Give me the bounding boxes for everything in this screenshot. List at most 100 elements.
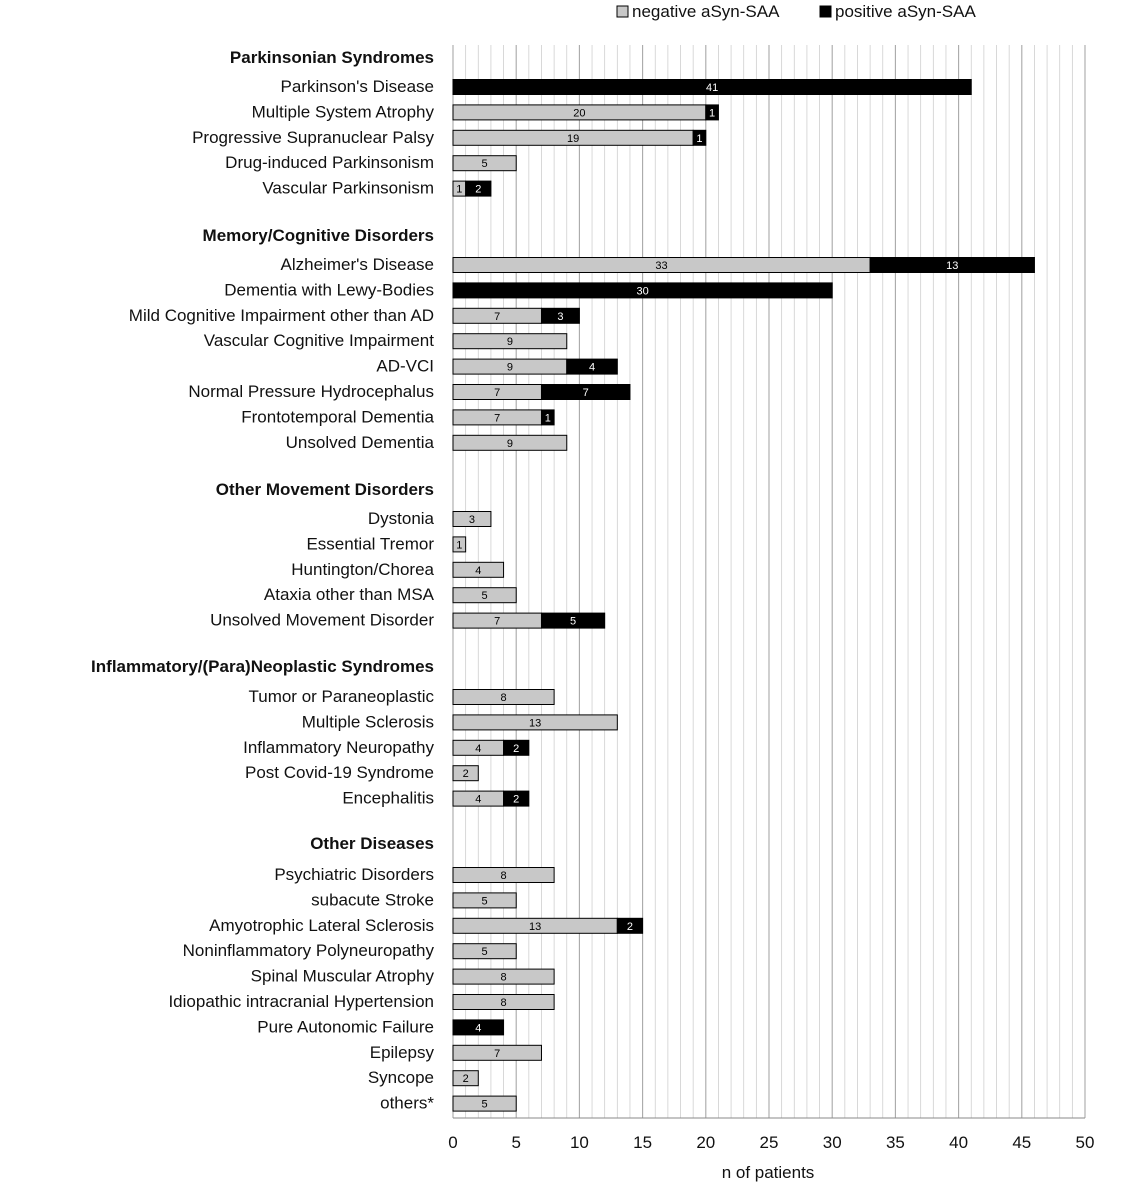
- bar-negative: [452, 1044, 542, 1061]
- category-label: Psychiatric Disorders: [274, 865, 434, 884]
- data-label-positive: 7: [583, 387, 589, 399]
- data-label-positive: 1: [696, 133, 702, 145]
- data-label-negative: 8: [500, 870, 506, 882]
- category-labels: Parkinsonian Syndromes Parkinson's Diseas…: [91, 48, 435, 1113]
- bar-negative: [452, 1070, 479, 1087]
- bar-positive: [869, 257, 1035, 273]
- group-title: Other Diseases: [310, 834, 434, 853]
- bar-negative: [452, 943, 517, 960]
- data-label-negative: 5: [482, 895, 488, 907]
- group-title: Parkinsonian Syndromes: [230, 48, 434, 67]
- bar-positive: [452, 1019, 505, 1036]
- x-tick-label: 5: [511, 1133, 520, 1152]
- bar-positive: [503, 790, 530, 807]
- bar-positive: [452, 282, 833, 299]
- data-label-positive: 41: [706, 82, 718, 94]
- data-label-positive: 13: [946, 260, 958, 272]
- data-label-negative: 3: [469, 514, 475, 526]
- category-label: Amyotrophic Lateral Sclerosis: [209, 916, 434, 935]
- bar-negative: [452, 333, 568, 350]
- data-label-positive: 4: [475, 1022, 481, 1034]
- category-label: Tumor or Paraneoplastic: [248, 687, 434, 706]
- data-label-negative: 7: [494, 311, 500, 323]
- bar-positive: [452, 79, 972, 95]
- bar-negative: [452, 689, 555, 705]
- x-tick-label: 45: [1012, 1133, 1031, 1152]
- category-label: AD-VCI: [376, 357, 434, 376]
- gridlines: [452, 45, 1086, 1118]
- data-label-negative: 1: [456, 539, 462, 551]
- group-title: Other Movement Disorders: [216, 480, 434, 499]
- category-label: Noninflammatory Polyneuropathy: [183, 941, 435, 960]
- data-label-negative: 7: [494, 1048, 500, 1060]
- bar-negative: [452, 867, 555, 883]
- data-label-negative: 4: [475, 565, 481, 577]
- data-label-negative: 1: [456, 184, 462, 196]
- bar-negative: [452, 434, 568, 451]
- category-label: Huntington/Chorea: [291, 560, 434, 579]
- category-label: Mild Cognitive Impairment other than AD: [129, 306, 434, 325]
- x-tick-label: 35: [886, 1133, 905, 1152]
- data-label-negative: 13: [529, 921, 541, 933]
- category-label: Dementia with Lewy-Bodies: [224, 280, 434, 299]
- x-axis-title: n of patients: [722, 1163, 815, 1182]
- bar-negative: [452, 968, 555, 985]
- category-label: Post Covid-19 Syndrome: [245, 763, 434, 782]
- bar-negative: [452, 1095, 517, 1112]
- category-label: Vascular Parkinsonism: [262, 179, 434, 198]
- bar-positive: [540, 307, 580, 324]
- bar-positive: [540, 384, 631, 400]
- x-axis: 0 5 10 15 20 25 30 35 40 45 50 n of patients: [448, 1117, 1095, 1182]
- category-label: Idiopathic intracranial Hypertension: [168, 992, 434, 1011]
- bar-negative: [452, 892, 517, 909]
- category-label: subacute Stroke: [311, 890, 434, 909]
- category-label: Inflammatory Neuropathy: [243, 738, 434, 757]
- data-label-positive: 4: [589, 362, 595, 374]
- data-label-positive: 1: [545, 412, 551, 424]
- data-label-positive: 2: [513, 794, 519, 806]
- data-label-negative: 8: [500, 972, 506, 984]
- category-label: others*: [380, 1094, 434, 1113]
- x-tick-label: 10: [570, 1133, 589, 1152]
- data-label-negative: 7: [494, 387, 500, 399]
- data-label-negative: 19: [567, 133, 579, 145]
- bar-negative: [452, 994, 555, 1010]
- data-label-negative: 5: [482, 1099, 488, 1111]
- data-label-negative: 5: [482, 590, 488, 602]
- data-label-positive: 2: [627, 921, 633, 933]
- bar-negative: [452, 765, 479, 782]
- bar-positive: [566, 358, 618, 375]
- category-label: Spinal Muscular Atrophy: [251, 967, 435, 986]
- category-label: Frontotemporal Dementia: [241, 407, 434, 426]
- bar-negative: [452, 536, 467, 553]
- data-label-positive: 2: [475, 184, 481, 196]
- data-label-negative: 4: [475, 794, 481, 806]
- data-label-positive: 30: [636, 285, 648, 297]
- data-label-negative: 4: [475, 743, 481, 755]
- data-label-negative: 9: [507, 336, 513, 348]
- x-tick-label: 15: [633, 1133, 652, 1152]
- data-label-negative: 2: [463, 1073, 469, 1085]
- bar-positive: [540, 409, 555, 426]
- legend-label-positive: positive aSyn-SAA: [835, 2, 976, 21]
- x-tick-label: 0: [448, 1133, 457, 1152]
- bar-positive: [616, 917, 644, 934]
- bar-positive: [705, 104, 719, 121]
- category-label: Dystonia: [368, 509, 435, 528]
- category-label: Progressive Supranuclear Palsy: [192, 128, 434, 147]
- category-label: Unsolved Dementia: [286, 433, 435, 452]
- data-label-negative: 5: [482, 158, 488, 170]
- data-label-positive: 2: [513, 743, 519, 755]
- x-tick-label: 40: [949, 1133, 968, 1152]
- data-label-positive: 3: [557, 311, 563, 323]
- category-label: Alzheimer's Disease: [281, 255, 434, 274]
- data-label-negative: 8: [500, 997, 506, 1009]
- bar-positive: [540, 612, 606, 629]
- category-label: Parkinson's Disease: [281, 77, 434, 96]
- x-tick-label: 50: [1076, 1133, 1095, 1152]
- data-label-positive: 5: [570, 616, 576, 628]
- data-label-negative: 7: [494, 412, 500, 424]
- data-label-negative: 13: [529, 717, 541, 729]
